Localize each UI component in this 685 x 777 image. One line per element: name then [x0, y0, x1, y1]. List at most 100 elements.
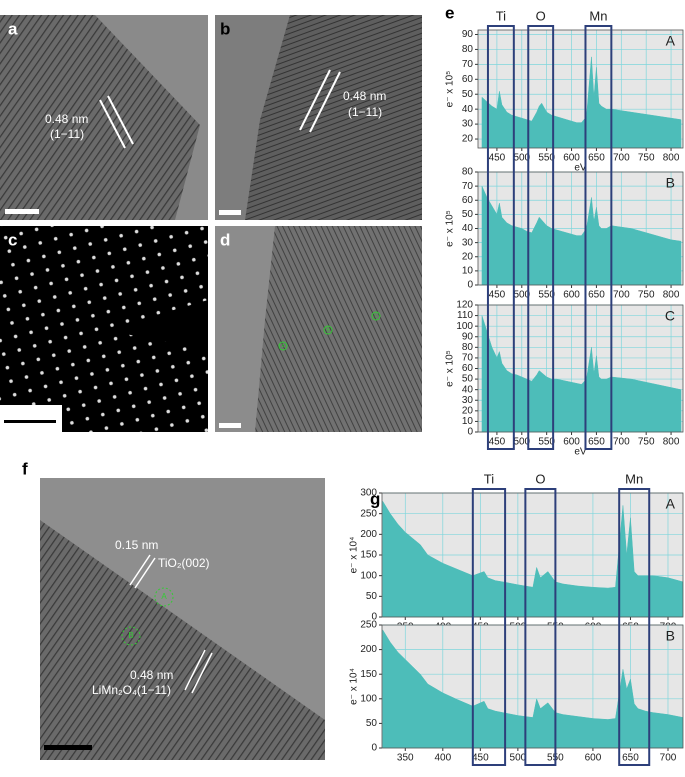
- y-tick-label: 70: [462, 353, 474, 364]
- panel-label: c: [8, 230, 17, 249]
- y-tick-label: 250: [360, 508, 377, 519]
- y-tick-label: 10: [462, 266, 474, 277]
- y-tick-label: 20: [462, 405, 474, 416]
- x-tick-label: 750: [638, 290, 655, 301]
- scale-box: [0, 405, 62, 432]
- panel-label: b: [220, 19, 230, 38]
- y-tick-label: 100: [360, 693, 377, 704]
- edge-window: [527, 25, 555, 450]
- x-tick-label: 700: [613, 153, 630, 164]
- x-tick-label: 550: [538, 437, 555, 448]
- x-tick-label: 650: [588, 290, 605, 301]
- x-tick-label: 500: [513, 290, 530, 301]
- y-tick-label: 150: [360, 550, 377, 561]
- x-tick-label: 500: [513, 153, 530, 164]
- y-tick-label: 90: [462, 331, 474, 342]
- y-tick-label: 110: [457, 310, 473, 321]
- crystal: [0, 15, 200, 220]
- panel-a: a 0.48 nm (1−11): [0, 15, 208, 220]
- y-tick-label: 300: [360, 488, 377, 499]
- y-tick-label: 50: [366, 591, 378, 602]
- y-tick-label: 20: [462, 251, 474, 262]
- series-label: C: [665, 308, 675, 324]
- y-tick-label: 80: [462, 167, 474, 178]
- y-tick-label: 150: [360, 669, 377, 680]
- y-tick-label: 50: [462, 374, 474, 385]
- scale-bar: [5, 209, 39, 214]
- y-tick-label: 50: [366, 718, 378, 729]
- y-axis-label: e⁻ x 10⁵: [445, 350, 456, 387]
- panel-b: b 0.48 nm (1−11): [215, 15, 422, 220]
- series-label: B: [666, 628, 675, 644]
- y-tick-label: 250: [360, 620, 377, 631]
- y-tick-label: 60: [462, 363, 474, 374]
- y-axis-label: e⁻ x 10⁴: [349, 537, 360, 574]
- y-tick-label: 80: [462, 44, 474, 55]
- annotation: (1−11): [50, 127, 84, 141]
- annotation: 0.15 nm: [115, 538, 158, 552]
- spectrum-area: [481, 56, 682, 148]
- edge-label: Mn: [625, 471, 643, 486]
- panel-label: d: [220, 230, 230, 249]
- y-tick-label: 30: [462, 237, 474, 248]
- x-axis-label: eV: [574, 163, 587, 174]
- spectrum-area: [481, 315, 682, 432]
- spectrum-area: [382, 500, 683, 617]
- x-tick-label: 650: [588, 153, 605, 164]
- probe-label: B: [326, 327, 330, 333]
- y-axis-label: e⁻ x 10⁵: [445, 210, 456, 247]
- crystal: [40, 520, 325, 760]
- x-tick-label: 600: [563, 153, 580, 164]
- edge-window: [471, 488, 507, 766]
- y-tick-label: 0: [371, 612, 377, 623]
- y-tick-label: 30: [462, 395, 474, 406]
- crystal: [255, 226, 422, 432]
- x-tick-label: 550: [538, 290, 555, 301]
- y-tick-label: 0: [467, 427, 473, 438]
- panel-label: g: [370, 489, 380, 508]
- fringe-marker: [107, 95, 134, 145]
- fringe-marker: [99, 99, 126, 149]
- edge-window: [486, 25, 515, 450]
- x-tick-label: 450: [489, 290, 506, 301]
- y-tick-label: 80: [462, 342, 474, 353]
- scale-bar: [4, 420, 56, 423]
- panel-label: a: [8, 19, 18, 38]
- y-axis-label: e⁻ x 10⁴: [349, 668, 360, 705]
- panel-label: f: [22, 459, 28, 478]
- x-tick-label: 800: [663, 437, 680, 448]
- y-tick-label: 200: [360, 529, 377, 540]
- y-tick-label: 90: [462, 29, 474, 40]
- x-tick-label: 650: [622, 753, 639, 764]
- x-tick-label: 550: [538, 153, 555, 164]
- y-tick-label: 60: [462, 195, 474, 206]
- y-axis-label: e⁻ x 10⁵: [445, 71, 456, 108]
- y-tick-label: 50: [462, 89, 474, 100]
- x-tick-label: 450: [472, 753, 489, 764]
- fringe-marker: [299, 69, 331, 131]
- y-tick-label: 0: [467, 280, 473, 291]
- panel-label: e: [445, 3, 454, 22]
- x-tick-label: 600: [563, 437, 580, 448]
- plot-frame: [381, 492, 684, 618]
- plot-frame: [477, 171, 684, 286]
- edge-window: [618, 488, 651, 766]
- y-tick-label: 50: [462, 209, 474, 220]
- y-tick-label: 60: [462, 74, 474, 85]
- scale-bar: [219, 423, 241, 428]
- fringe-marker: [129, 554, 151, 586]
- y-tick-label: 0: [371, 743, 377, 754]
- annotation: 0.48 nm: [343, 89, 386, 103]
- y-tick-label: 40: [462, 104, 474, 115]
- probe-label: A: [161, 592, 167, 601]
- y-tick-label: 10: [462, 416, 474, 427]
- probe-label: C: [374, 313, 378, 319]
- y-tick-label: 120: [456, 300, 473, 311]
- x-tick-label: 500: [513, 437, 530, 448]
- panel-d: A B C d: [215, 226, 422, 432]
- panel-c: c: [0, 226, 208, 432]
- x-axis-label: eV: [574, 447, 587, 458]
- x-tick-label: 600: [585, 753, 602, 764]
- plot-frame: [477, 304, 684, 433]
